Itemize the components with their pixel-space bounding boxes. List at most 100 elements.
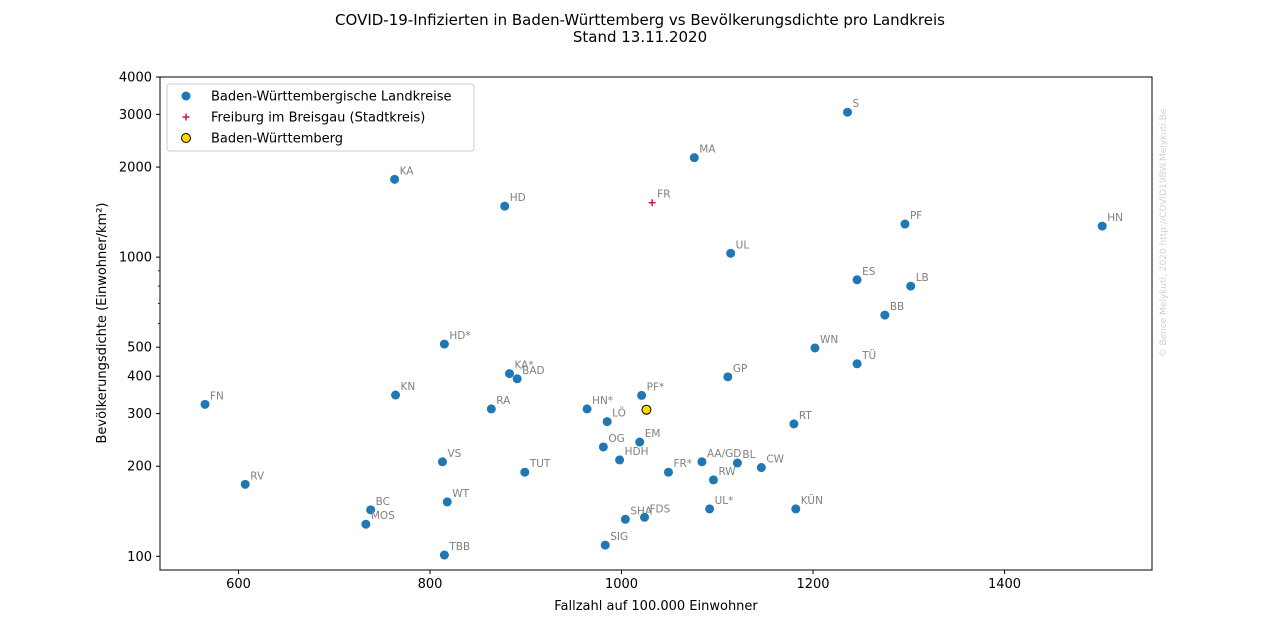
landkreis-point <box>615 455 625 465</box>
point-label: TÜ <box>861 349 876 362</box>
x-axis-label: Fallzahl auf 100.000 Einwohner <box>554 599 758 614</box>
landkreis-point <box>504 369 514 379</box>
point-label: EM <box>645 428 661 440</box>
point-label: HD* <box>449 330 470 342</box>
landkreis-point <box>620 514 630 524</box>
landkreis-point <box>500 201 510 211</box>
x-tick-label: 600 <box>226 577 251 592</box>
landkreis-point <box>723 372 733 382</box>
y-tick-label: 200 <box>127 460 152 475</box>
landkreis-point <box>520 467 530 477</box>
point-label: RW <box>718 466 736 478</box>
point-label: LÖ <box>612 407 626 420</box>
landkreis-point <box>689 153 699 163</box>
landkreis-point <box>200 399 210 409</box>
point-label: BB <box>890 301 904 313</box>
landkreis-point <box>697 457 707 467</box>
landkreis-point <box>906 281 916 291</box>
landkreis-point <box>437 457 447 467</box>
y-tick-label: 4000 <box>119 71 152 86</box>
point-label: BL <box>742 449 755 461</box>
y-tick-label: 3000 <box>119 108 152 123</box>
point-label: LB <box>916 272 929 284</box>
legend-marker <box>181 133 191 143</box>
legend-box <box>166 83 475 152</box>
x-tick-label: 1200 <box>796 577 829 592</box>
point-label: KA <box>400 165 415 177</box>
point-label: HD <box>510 192 526 204</box>
landkreis-point <box>791 504 801 514</box>
landkreis-point <box>390 174 400 184</box>
landkreis-point <box>880 310 890 320</box>
landkreis-point <box>810 343 820 353</box>
point-label: FR* <box>673 458 692 470</box>
landkreis-point <box>637 390 647 400</box>
y-tick-label: 500 <box>127 341 152 356</box>
point-label: FR <box>657 189 670 201</box>
point-label: MA <box>699 144 716 156</box>
watermark: © Bence Melykuti, 2020 http://COVID19BW.… <box>1159 108 1169 357</box>
point-label: KÜN <box>801 494 823 507</box>
point-label: UL* <box>715 495 734 507</box>
landkreis-point <box>598 442 608 452</box>
landkreis-point <box>635 437 645 447</box>
point-label: TBB <box>448 541 470 553</box>
chart-title: COVID-19-Infizierten in Baden-Württember… <box>335 11 945 29</box>
point-label: FN <box>210 390 224 402</box>
point-label: HN* <box>592 395 613 407</box>
point-label: TUT <box>529 458 551 470</box>
bw-point <box>641 404 652 415</box>
point-label: HDH <box>625 446 649 458</box>
landkreis-point <box>705 504 715 514</box>
landkreis-point <box>640 512 650 522</box>
landkreis-point <box>852 275 862 285</box>
point-label: FDS <box>650 503 671 515</box>
landkreis-point <box>843 107 853 117</box>
chart-subtitle: Stand 13.11.2020 <box>573 28 707 46</box>
landkreis-point <box>600 540 610 550</box>
point-label: KA* <box>514 360 533 372</box>
landkreis-point <box>663 467 673 477</box>
y-tick-label: 300 <box>127 407 152 422</box>
landkreis-point <box>391 390 401 400</box>
point-label: SIG <box>610 531 628 543</box>
point-label: WN <box>820 334 838 346</box>
point-label: HN <box>1107 212 1123 224</box>
legend-entry: Freiburg im Breisgau (Stadtkreis) <box>211 111 425 126</box>
point-label: BC <box>376 496 390 508</box>
landkreis-point <box>1097 221 1107 231</box>
point-label: VS <box>447 448 461 460</box>
point-label: ES <box>862 266 876 278</box>
landkreis-point <box>726 248 736 258</box>
point-label: MOS <box>371 510 395 522</box>
y-tick-label: 1000 <box>119 251 152 266</box>
y-axis-label: Bevölkerungsdichte (Einwohner/km²) <box>95 203 110 444</box>
point-label: OG <box>608 433 624 445</box>
y-tick-label: 2000 <box>119 161 152 176</box>
x-tick-label: 1000 <box>605 577 638 592</box>
point-label: AA/GD <box>707 448 741 460</box>
landkreis-point <box>439 550 449 560</box>
data-points: S MA KA HD PF HN UL ES LB BB HD* WN TÜ KA*BAD GP FN KN PF… <box>200 98 1123 560</box>
point-label: WT <box>452 488 469 500</box>
point-label: S <box>853 98 860 110</box>
point-label: RA <box>496 395 511 407</box>
landkreis-point <box>900 219 910 229</box>
x-tick-label: 1400 <box>988 577 1021 592</box>
point-label: UL <box>736 239 750 251</box>
point-label: GP <box>733 363 747 375</box>
y-tick-label: 100 <box>127 550 152 565</box>
landkreis-point <box>361 519 371 529</box>
landkreis-point <box>366 505 376 515</box>
point-label: RV <box>250 470 265 482</box>
point-label: CW <box>766 454 784 466</box>
landkreis-point <box>732 458 742 468</box>
legend: Baden-Württembergische Landkreise Freibur… <box>166 83 475 152</box>
landkreis-point <box>602 417 612 427</box>
x-tick-label: 800 <box>418 577 443 592</box>
landkreis-point <box>582 404 592 414</box>
point-label: PF* <box>647 381 665 393</box>
legend-marker <box>181 91 191 101</box>
landkreis-point <box>789 419 799 429</box>
